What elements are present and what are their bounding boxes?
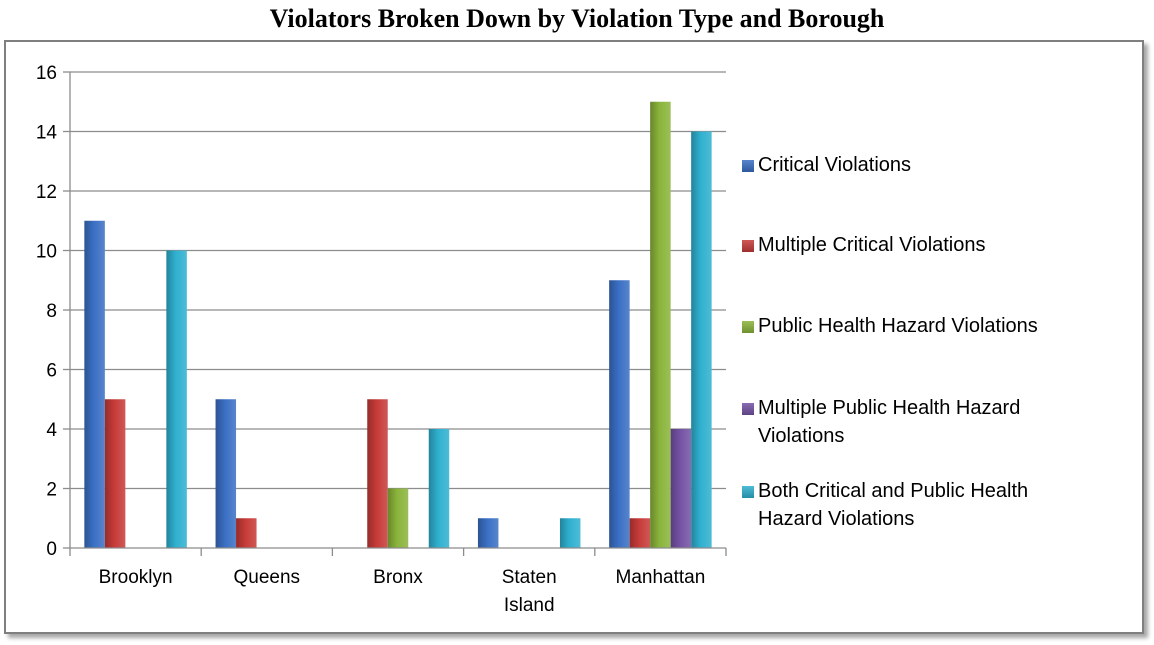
bar — [236, 518, 257, 548]
chart-title: Violators Broken Down by Violation Type … — [269, 4, 885, 33]
legend-swatch — [742, 321, 754, 333]
legend-label: Multiple Critical Violations — [758, 234, 986, 256]
y-tick-label: 16 — [36, 63, 57, 84]
y-tick-label: 14 — [36, 123, 58, 144]
bar — [670, 429, 692, 548]
bar — [166, 250, 187, 548]
legend-label: Multiple Public Health Hazard — [758, 397, 1020, 419]
bar — [428, 429, 450, 548]
legend-swatch — [742, 240, 754, 252]
chart-frame: 0 2 4 6 8 10 12 14 16 Brooklyn Queens Bronx Staten Is… — [4, 40, 1144, 634]
x-tick-label: Island — [504, 595, 555, 616]
bar — [84, 220, 105, 548]
legend-swatch — [742, 486, 754, 498]
bar — [559, 518, 581, 548]
chart-plot: 0 2 4 6 8 10 12 14 16 Brooklyn Queens Bronx Staten Is… — [36, 63, 1038, 616]
bar — [691, 131, 712, 548]
y-tick-label: 4 — [46, 420, 57, 441]
y-tick-label: 0 — [46, 539, 57, 560]
legend-label: Critical Violations — [758, 154, 911, 176]
legend-swatch — [742, 403, 754, 415]
legend-label: Both Critical and Public Health — [758, 480, 1028, 502]
y-tick-label: 8 — [46, 301, 57, 322]
bar — [215, 399, 237, 548]
y-tick-label: 2 — [46, 480, 57, 501]
legend-label: Violations — [758, 425, 844, 447]
bar — [650, 101, 671, 548]
y-tick-label: 6 — [46, 361, 57, 382]
bar — [387, 488, 409, 548]
bars — [84, 101, 712, 548]
x-tick-label: Manhattan — [616, 567, 706, 588]
legend-label: Hazard Violations — [758, 508, 914, 530]
x-tick-label: Staten — [502, 567, 557, 588]
axes: 0 2 4 6 8 10 12 14 16 Brooklyn Queens Bronx Staten Is… — [36, 63, 727, 616]
bar — [629, 518, 651, 548]
x-tick-label: Bronx — [373, 567, 423, 588]
y-tick-label: 10 — [36, 242, 57, 263]
x-tick-label: Brooklyn — [99, 567, 173, 588]
legend-label: Public Health Hazard Violations — [758, 315, 1038, 337]
y-tick-label: 12 — [36, 182, 57, 203]
legend-swatch — [742, 160, 754, 172]
bar — [104, 399, 126, 548]
bar — [367, 399, 388, 548]
bar — [477, 518, 499, 548]
legend: Critical Violations Multiple Critical Vio… — [742, 154, 1038, 530]
x-tick-label: Queens — [234, 567, 301, 588]
bar — [609, 280, 630, 548]
